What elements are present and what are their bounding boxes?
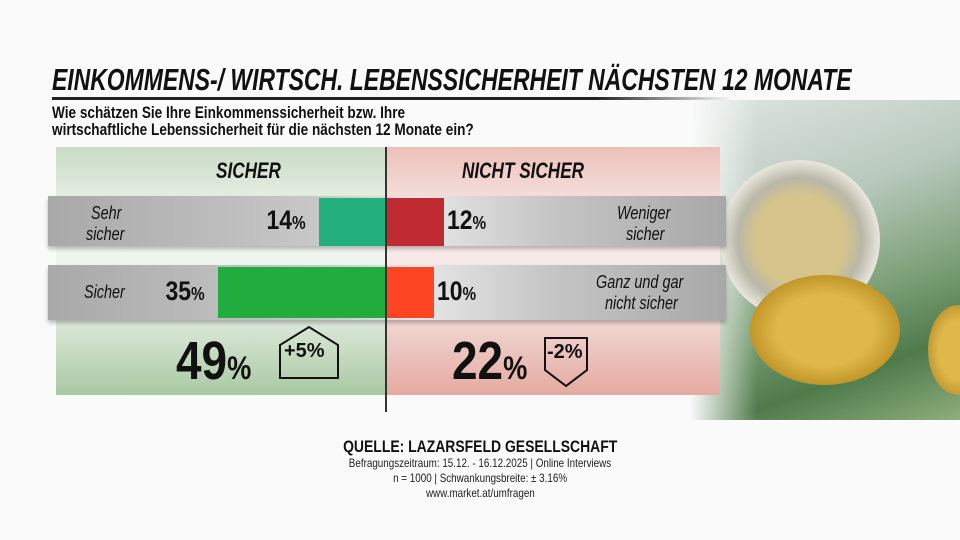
source-url[interactable]: www.market.at/umfragen — [425, 486, 535, 500]
bar-value-label: 12% — [446, 205, 486, 235]
change-nicht-sicher: -2% — [547, 341, 583, 363]
bar-positive-1 — [318, 198, 386, 246]
coin-image — [750, 275, 900, 385]
bar-value-label: 35% — [165, 275, 205, 306]
group-header-sicher: SICHER — [216, 158, 281, 183]
bar-negative-2 — [386, 267, 434, 318]
chart-subtitle: Wie schätzen Sie Ihre Einkommenssicherhe… — [52, 103, 474, 139]
change-up-arrow-icon — [279, 325, 339, 379]
total-sicher: 49% — [176, 331, 252, 391]
source-label: QUELLE: LAZARSFELD GESELLSCHAFT — [342, 437, 618, 456]
survey-period: Befragungszeitraum: 15.12. - 16.12.2025 … — [348, 456, 612, 470]
title-underline — [52, 97, 732, 100]
label-ganz-und-gar-nicht-sicher: Ganz und gar nicht sicher — [596, 272, 684, 313]
euro-coins-photo — [690, 100, 960, 420]
source-footer: QUELLE: LAZARSFELD GESELLSCHAFT Befragun… — [0, 437, 960, 501]
sample-info: n = 1000 | Schwankungsbreite: ± 3.16% — [393, 471, 567, 485]
total-nicht-sicher: 22% — [452, 331, 528, 391]
change-down-arrow-icon — [544, 337, 588, 388]
label-sicher: Sicher — [84, 282, 126, 302]
label-weniger-sicher: Weniger sicher — [616, 203, 671, 244]
change-sicher: +5% — [284, 340, 325, 362]
label-sehr-sicher: Sehr sicher — [85, 203, 125, 244]
center-axis — [385, 147, 387, 412]
coin-image — [928, 305, 960, 395]
bar-value-label: 14% — [266, 205, 306, 235]
bar-negative-1 — [386, 198, 444, 246]
chart-title: EINKOMMENS-/ WIRTSCH. LEBENSSICHERHEIT N… — [52, 62, 852, 97]
bar-value-label: 10% — [437, 275, 477, 306]
bar-positive-2 — [218, 267, 386, 318]
group-header-nicht-sicher: NICHT SICHER — [462, 158, 585, 183]
